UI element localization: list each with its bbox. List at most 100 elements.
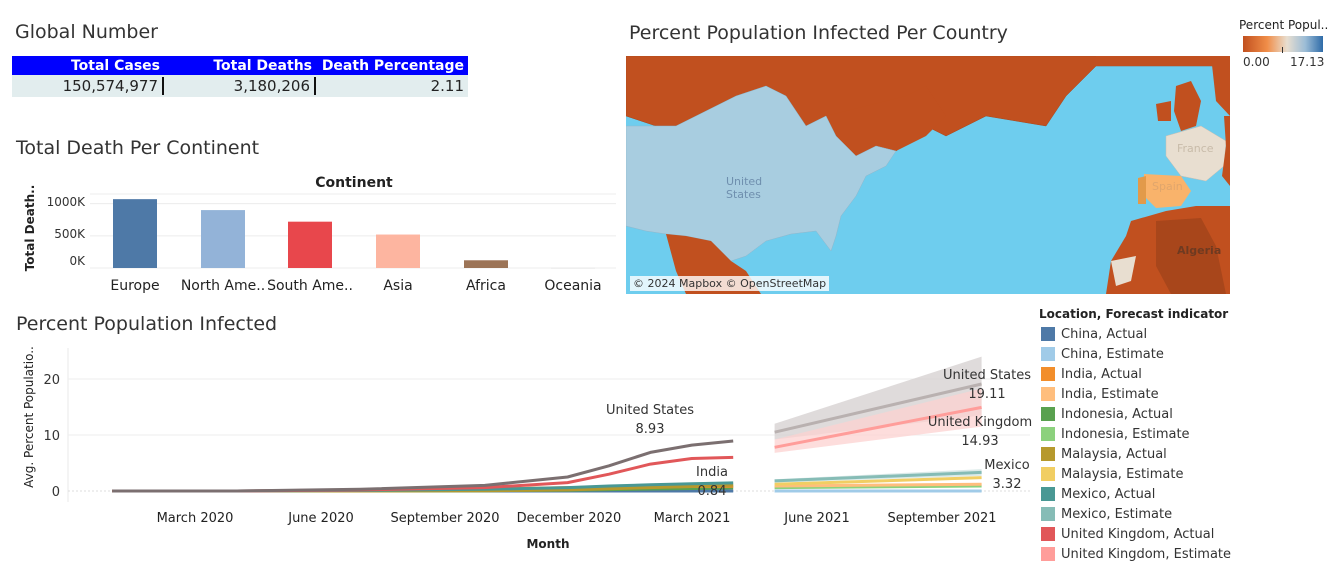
bar-label-europe: Europe	[110, 278, 159, 294]
legend-item-china-actual[interactable]: China, Actual	[1041, 326, 1147, 342]
legend-item-mexico-actual[interactable]: Mexico, Actual	[1041, 486, 1155, 502]
line-estimate-india[interactable]	[774, 482, 982, 488]
bar-y-tick-500k: 500K	[54, 227, 86, 241]
bar-5[interactable]	[551, 267, 595, 269]
legend-item-mexico-estimate[interactable]: Mexico, Estimate	[1041, 506, 1172, 522]
value-total-cases[interactable]: 150,574,977	[12, 77, 164, 95]
legend-swatch	[1041, 547, 1055, 561]
annotation-india-value: 0.84	[698, 484, 727, 499]
legend-swatch	[1041, 407, 1055, 421]
legend-swatch	[1041, 507, 1055, 521]
legend-label: United Kingdom, Actual	[1061, 526, 1215, 542]
header-death-percentage[interactable]: Death Percentage	[321, 57, 464, 74]
line-estimate-mexico[interactable]	[774, 470, 982, 483]
y-tick-10: 10	[43, 429, 60, 444]
header-total-deaths[interactable]: Total Deaths	[213, 57, 312, 74]
legend-item-united-kingdom-estimate[interactable]: United Kingdom, Estimate	[1041, 546, 1231, 562]
map-canvas[interactable]	[626, 56, 1230, 294]
legend-label: United Kingdom, Estimate	[1061, 546, 1232, 562]
value-death-percentage[interactable]: 2.11	[430, 77, 464, 95]
map-ireland[interactable]	[1156, 101, 1171, 121]
legend-label: Indonesia, Estimate	[1061, 426, 1190, 442]
map-uk[interactable]	[1174, 81, 1201, 131]
bar-label-asia: Asia	[383, 278, 412, 294]
annotation-us-actual-name: United States	[606, 403, 694, 418]
bar-3[interactable]	[376, 234, 420, 268]
bar-label-north-america: North Ame..	[181, 278, 265, 294]
map-greenland[interactable]	[1096, 56, 1230, 66]
legend-label: India, Actual	[1061, 366, 1142, 382]
line-estimate-united-kingdom[interactable]	[774, 405, 982, 449]
x-tick-march-2021: March 2021	[654, 511, 731, 526]
bar-2[interactable]	[288, 221, 332, 268]
map-iberia[interactable]	[1144, 174, 1191, 208]
legend-label: Malaysia, Actual	[1061, 446, 1167, 462]
global-number-title: Global Number	[15, 21, 158, 43]
map-europe-east[interactable]	[1222, 116, 1230, 186]
bar-y-tick-1000k: 1000K	[47, 195, 87, 209]
annotation-us-estimate-name: United States	[943, 368, 1031, 383]
line-chart-x-label: Month	[526, 537, 569, 551]
x-tick-september-2020: September 2020	[390, 511, 499, 526]
legend-label: China, Actual	[1061, 326, 1148, 342]
map-label-france: France	[1177, 142, 1214, 155]
legend-swatch	[1041, 467, 1055, 481]
annotation-mexico-name: Mexico	[984, 458, 1029, 473]
continent-bar-chart: Continent Total Death.. 1000K 500K 0K Eu…	[23, 175, 616, 294]
map-legend-title: Percent Popul..	[1239, 18, 1329, 32]
map-scandinavia[interactable]	[1211, 56, 1230, 116]
legend-swatch	[1041, 487, 1055, 501]
global-number-header-row: Total Cases Total Deaths Death Percentag…	[12, 56, 468, 75]
legend-label: Mexico, Actual	[1061, 486, 1156, 502]
map-section-title: Percent Population Infected Per Country	[629, 22, 1008, 44]
map-legend-gradient	[1243, 36, 1323, 52]
infection-map[interactable]: United States France Spain Algeria © 202…	[626, 56, 1230, 294]
annotation-mexico-value: 3.32	[993, 477, 1022, 492]
map-canada-east[interactable]	[826, 86, 946, 156]
legend-item-china-estimate[interactable]: China, Estimate	[1041, 346, 1164, 362]
line-estimate-malaysia[interactable]	[774, 476, 982, 486]
legend-item-india-actual[interactable]: India, Actual	[1041, 366, 1142, 382]
annotation-india-name: India	[696, 465, 728, 480]
legend-item-malaysia-actual[interactable]: Malaysia, Actual	[1041, 446, 1167, 462]
legend-item-malaysia-estimate[interactable]: Malaysia, Estimate	[1041, 466, 1184, 482]
bar-chart-title: Continent	[315, 175, 393, 191]
map-france[interactable]	[1165, 125, 1227, 182]
line-estimate-indonesia[interactable]	[774, 484, 982, 490]
x-tick-september-2021: September 2021	[887, 511, 996, 526]
bar-1[interactable]	[201, 210, 245, 268]
legend-swatch	[1041, 347, 1055, 361]
legend-item-indonesia-estimate[interactable]: Indonesia, Estimate	[1041, 426, 1190, 442]
bar-0[interactable]	[113, 199, 157, 268]
map-legend-marker	[1282, 47, 1283, 53]
annotation-uk-name: United Kingdom	[928, 415, 1032, 430]
line-actual-united-states[interactable]	[112, 439, 734, 493]
legend-swatch	[1041, 447, 1055, 461]
map-portugal[interactable]	[1138, 176, 1146, 204]
map-algeria[interactable]	[1156, 218, 1226, 294]
value-total-deaths[interactable]: 3,180,206	[164, 77, 316, 95]
line-estimate-united-states[interactable]	[774, 382, 982, 434]
legend-swatch	[1041, 387, 1055, 401]
bar-4[interactable]	[464, 260, 508, 268]
map-credit[interactable]: © 2024 Mapbox © OpenStreetMap	[630, 276, 830, 291]
x-tick-march-2020: March 2020	[157, 511, 234, 526]
legend-swatch	[1041, 367, 1055, 381]
legend-label: Mexico, Estimate	[1061, 506, 1173, 522]
global-number-value-row: 150,574,977 3,180,206 2.11	[12, 75, 468, 97]
bar-label-oceania: Oceania	[544, 278, 601, 294]
bar-label-south-america: South Ame..	[267, 278, 353, 294]
map-label-spain: Spain	[1152, 180, 1183, 193]
map-west-sahara[interactable]	[1111, 256, 1136, 286]
header-total-cases[interactable]: Total Cases	[70, 57, 160, 74]
legend-item-india-estimate[interactable]: India, Estimate	[1041, 386, 1159, 402]
legend-item-indonesia-actual[interactable]: Indonesia, Actual	[1041, 406, 1173, 422]
annotation-uk-value: 14.93	[961, 434, 998, 449]
x-tick-december-2020: December 2020	[517, 511, 622, 526]
global-number-table: Total Cases Total Deaths Death Percentag…	[12, 56, 468, 97]
line-chart-y-label: Avg. Percent Populatio..	[22, 346, 36, 488]
legend-label: China, Estimate	[1061, 346, 1164, 362]
map-legend-min: 0.00	[1243, 55, 1270, 69]
legend-item-united-kingdom-actual[interactable]: United Kingdom, Actual	[1041, 526, 1214, 542]
legend-swatch	[1041, 527, 1055, 541]
